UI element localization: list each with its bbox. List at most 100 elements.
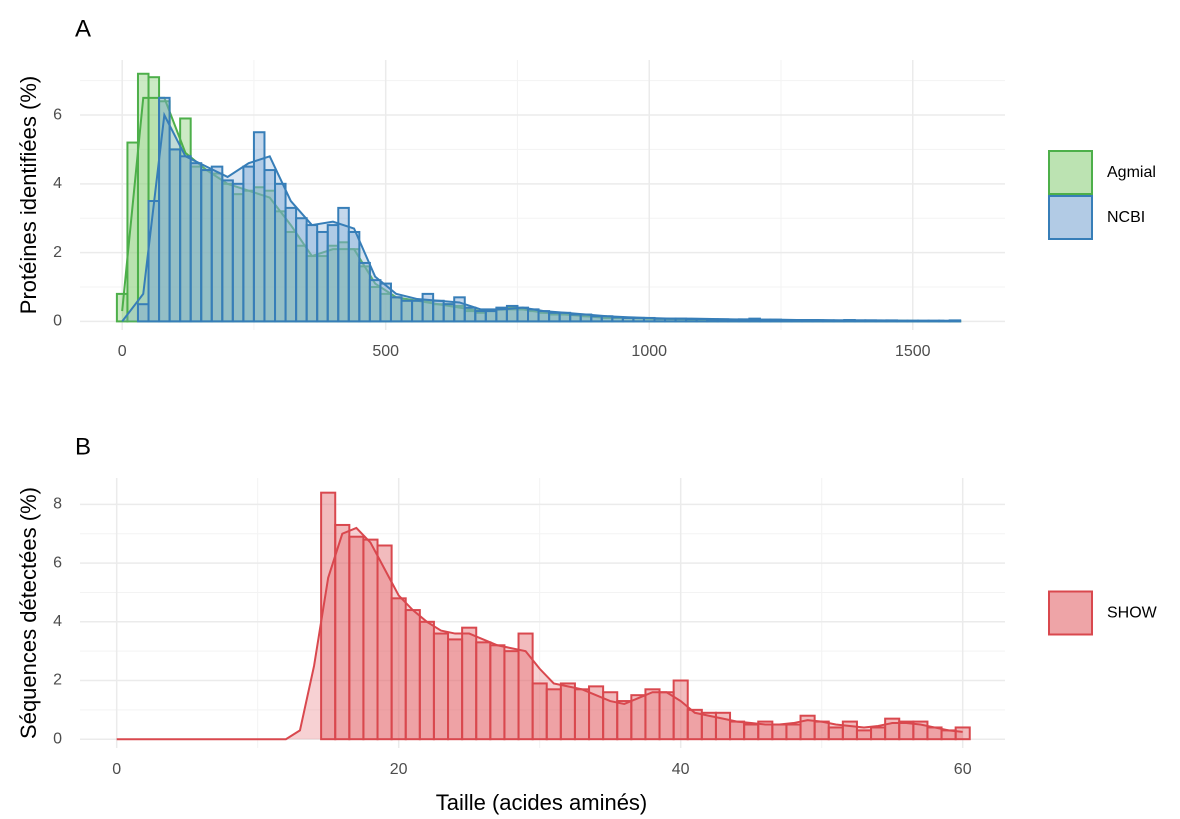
bar	[442, 303, 456, 323]
bar	[158, 96, 171, 323]
bar	[189, 162, 203, 323]
bar	[400, 299, 414, 323]
x-tick-label: 1000	[631, 343, 667, 360]
bar	[616, 700, 633, 741]
density-line	[121, 111, 945, 323]
panel-title: A	[75, 15, 91, 42]
bar	[136, 303, 150, 323]
bar	[489, 644, 506, 741]
bar	[729, 720, 746, 741]
bar	[870, 726, 887, 741]
x-tick-label: 0	[118, 343, 127, 360]
y-tick-label: 2	[53, 672, 62, 689]
x-tick-label: 0	[112, 761, 121, 778]
x-tick-label: 1500	[895, 343, 931, 360]
bar	[334, 523, 351, 741]
bar	[274, 182, 287, 323]
bar	[421, 292, 435, 323]
bar	[785, 723, 802, 741]
legend-label: SHOW	[1107, 605, 1158, 622]
bar	[305, 224, 319, 323]
bar	[841, 720, 858, 741]
bar	[463, 306, 477, 323]
bar	[347, 230, 361, 323]
bar	[200, 169, 213, 323]
bar	[168, 148, 182, 323]
bar	[948, 319, 962, 323]
bar	[644, 688, 661, 741]
y-tick-label: 2	[53, 244, 62, 261]
bar	[827, 726, 844, 741]
legend-swatch	[1048, 590, 1093, 636]
bar	[390, 597, 407, 741]
bar	[954, 726, 971, 741]
bar	[447, 638, 464, 741]
bar	[531, 682, 548, 741]
bar	[484, 310, 498, 323]
bar	[231, 182, 245, 323]
bar	[404, 609, 421, 741]
bar	[179, 155, 192, 323]
y-tick-label: 4	[53, 175, 62, 192]
x-axis-label: Taille (acides aminés)	[436, 790, 648, 815]
bar	[453, 296, 466, 323]
bar	[771, 723, 788, 741]
bar	[295, 217, 308, 323]
bar	[527, 308, 540, 323]
y-axis-label: Protéines identifiées (%)	[16, 76, 41, 314]
legend-swatch	[1048, 195, 1093, 240]
y-tick-label: 6	[53, 554, 62, 571]
bar	[884, 717, 901, 741]
bar	[320, 491, 337, 741]
bar	[855, 729, 873, 741]
bar	[630, 694, 647, 741]
bar	[316, 230, 329, 323]
bar	[221, 179, 234, 323]
bar	[545, 688, 562, 741]
bar	[432, 632, 450, 741]
bar	[376, 544, 393, 741]
legend-label: Agmial	[1107, 164, 1156, 181]
bar	[672, 679, 689, 741]
y-tick-label: 0	[53, 313, 62, 330]
bar	[147, 200, 161, 323]
bar	[284, 206, 298, 323]
bar	[411, 299, 424, 323]
y-tick-label: 4	[53, 613, 62, 630]
bar	[210, 165, 224, 323]
bar	[573, 688, 591, 741]
panel-title: B	[75, 433, 91, 460]
y-axis-label: Séquences détectées (%)	[16, 487, 41, 739]
bar	[418, 620, 435, 741]
bar	[475, 641, 492, 741]
bar	[461, 626, 478, 741]
bar	[537, 310, 551, 323]
bar	[503, 650, 520, 741]
bar	[432, 299, 445, 323]
bar	[368, 279, 382, 323]
bar	[362, 538, 379, 741]
bar	[516, 306, 530, 323]
x-tick-label: 20	[390, 761, 408, 778]
density-line	[116, 526, 963, 741]
bar	[389, 296, 403, 323]
legend-swatch	[1048, 150, 1093, 195]
bar	[743, 723, 760, 741]
bar	[590, 315, 603, 323]
bar	[813, 720, 830, 741]
bar	[358, 261, 371, 323]
legend-label: NCBI	[1107, 209, 1145, 226]
x-tick-label: 60	[954, 761, 972, 778]
x-tick-label: 500	[372, 343, 399, 360]
bar	[548, 311, 561, 323]
bar	[559, 682, 576, 741]
y-tick-label: 0	[53, 730, 62, 747]
y-tick-label: 8	[53, 496, 62, 513]
y-tick-label: 6	[53, 106, 62, 123]
bar	[569, 313, 582, 323]
bar	[348, 535, 365, 741]
x-tick-label: 40	[672, 761, 690, 778]
bar	[474, 310, 487, 323]
bar	[326, 224, 340, 323]
